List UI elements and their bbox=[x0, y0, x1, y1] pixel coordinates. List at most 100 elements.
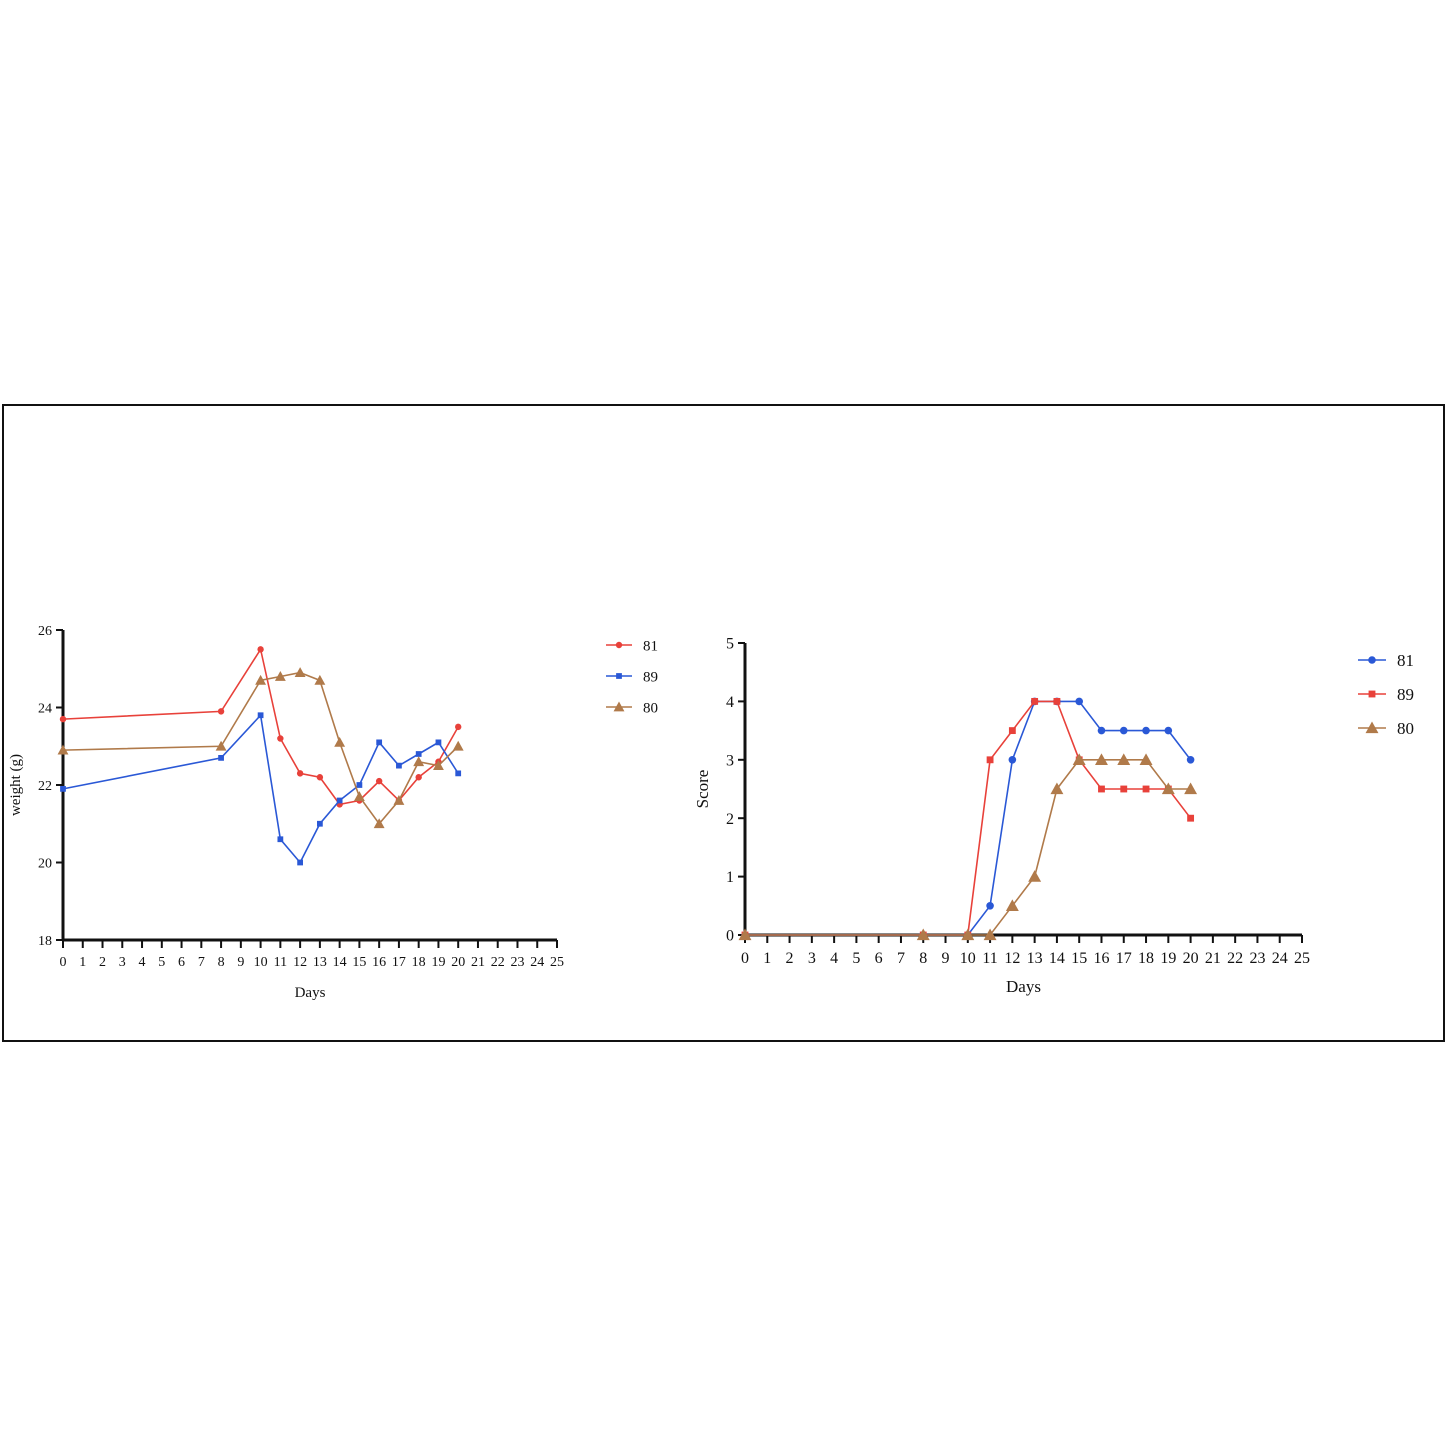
series-80-point bbox=[1050, 782, 1064, 795]
series-80-point bbox=[393, 795, 405, 805]
series-89-point bbox=[986, 756, 994, 764]
x-tick-label: 17 bbox=[392, 955, 406, 970]
x-tick-label: 17 bbox=[1116, 950, 1132, 967]
series-81-line bbox=[745, 700, 1192, 936]
x-tick-label: 2 bbox=[786, 950, 794, 967]
x-tick-label: 1 bbox=[763, 950, 771, 967]
x-tick-label: 19 bbox=[1160, 950, 1176, 967]
series-80-point bbox=[1161, 782, 1175, 795]
series-81-point bbox=[1097, 726, 1106, 735]
x-tick-label: 3 bbox=[808, 950, 816, 967]
series-80-point bbox=[1139, 753, 1153, 765]
series-89-point bbox=[396, 762, 402, 769]
series-89-point bbox=[376, 739, 383, 746]
series-81-point bbox=[59, 715, 67, 723]
series-81-point bbox=[986, 902, 994, 910]
series-80-point bbox=[255, 674, 267, 685]
series-81-point bbox=[1164, 726, 1173, 735]
y-tick-label: 4 bbox=[726, 694, 734, 711]
series-80-point bbox=[433, 760, 444, 770]
weight-chart: 0 1 2 3 4 5 6 7 8 9 10 11 12 13 14 15 16 17 18 19 20 21 22 23 24… bbox=[8, 624, 658, 1001]
series-80-point bbox=[1117, 753, 1131, 765]
x-tick-label: 14 bbox=[1049, 950, 1065, 967]
x-tick-label: 4 bbox=[139, 955, 146, 970]
series-81-point bbox=[277, 735, 284, 742]
series-80-point bbox=[452, 740, 464, 751]
series-80-point bbox=[916, 928, 930, 941]
series-89-point bbox=[336, 797, 343, 804]
series-81-point bbox=[296, 770, 304, 777]
series-81-point bbox=[375, 777, 383, 785]
series-89-point bbox=[60, 785, 66, 792]
x-tick-label: 23 bbox=[1249, 950, 1265, 967]
series-81-point bbox=[455, 723, 462, 731]
series-80-point bbox=[353, 791, 365, 801]
series-80-point bbox=[373, 818, 385, 829]
series-81-line bbox=[62, 647, 459, 806]
x-tick-label: 22 bbox=[491, 955, 505, 970]
x-tick-label: 8 bbox=[919, 950, 927, 967]
series-89-point bbox=[415, 751, 422, 757]
series-89-point bbox=[435, 739, 442, 746]
x-tick-label: 9 bbox=[237, 955, 244, 970]
series-80-point bbox=[983, 928, 997, 941]
series-89-point bbox=[1031, 697, 1039, 705]
x-tick-label: 23 bbox=[510, 955, 524, 970]
series-81-point bbox=[1008, 756, 1017, 764]
y-tick-label: 3 bbox=[726, 752, 734, 769]
y-tick-label: 24 bbox=[38, 701, 52, 716]
legend-marker bbox=[613, 701, 625, 712]
series-80-point bbox=[334, 736, 346, 747]
x-tick-label: 25 bbox=[1294, 950, 1310, 967]
legend-marker bbox=[615, 641, 623, 649]
series-80-point bbox=[294, 667, 306, 677]
series-81-point bbox=[1186, 756, 1195, 764]
series-89-point bbox=[356, 782, 363, 788]
legend-label: 89 bbox=[643, 669, 658, 685]
series-81-point bbox=[1075, 697, 1083, 706]
y-tick-label: 5 bbox=[726, 636, 734, 653]
series-80-point bbox=[314, 674, 326, 685]
series-89-point bbox=[297, 859, 303, 866]
x-tick-label: 24 bbox=[1272, 950, 1288, 967]
x-tick-label: 10 bbox=[254, 955, 268, 970]
x-tick-label: 15 bbox=[1071, 950, 1087, 967]
series-89-point bbox=[1008, 727, 1016, 735]
legend-marker bbox=[1368, 656, 1376, 664]
x-tick-label: 11 bbox=[982, 950, 997, 967]
x-tick-label: 18 bbox=[412, 955, 426, 970]
x-tick-label: 21 bbox=[1205, 950, 1221, 967]
series-80-point bbox=[215, 740, 227, 751]
legend-label: 81 bbox=[643, 638, 658, 654]
y-tick-label: 20 bbox=[38, 856, 52, 871]
y-tick-label: 0 bbox=[726, 928, 734, 945]
legend-marker bbox=[616, 673, 622, 679]
series-81-point bbox=[1142, 726, 1150, 735]
x-tick-label: 0 bbox=[60, 955, 67, 970]
x-tick-label: 14 bbox=[333, 955, 347, 970]
series-80-point bbox=[1005, 899, 1019, 911]
x-tick-label: 21 bbox=[471, 955, 485, 970]
x-tick-label: 20 bbox=[1183, 950, 1199, 967]
y-tick-label: 22 bbox=[38, 779, 52, 794]
series-89-line bbox=[62, 713, 459, 864]
series-89-point bbox=[218, 754, 224, 761]
x-tick-label: 3 bbox=[119, 955, 126, 970]
series-89-line bbox=[745, 700, 1192, 936]
y-axis-label: Score bbox=[693, 770, 712, 809]
series-80-point bbox=[1028, 870, 1042, 882]
x-tick-label: 7 bbox=[198, 955, 205, 970]
series-81-point bbox=[257, 646, 264, 653]
series-80-point bbox=[738, 928, 752, 941]
legend-marker bbox=[1368, 690, 1376, 698]
x-tick-label: 13 bbox=[1027, 950, 1043, 967]
x-tick-label: 24 bbox=[530, 955, 544, 970]
series-80-point bbox=[413, 756, 425, 767]
x-tick-label: 5 bbox=[852, 950, 860, 967]
x-axis-label: Days bbox=[295, 985, 326, 1001]
series-80-point bbox=[57, 744, 69, 755]
x-tick-label: 0 bbox=[741, 950, 749, 967]
x-tick-label: 19 bbox=[431, 955, 445, 970]
y-tick-label: 26 bbox=[38, 624, 52, 639]
